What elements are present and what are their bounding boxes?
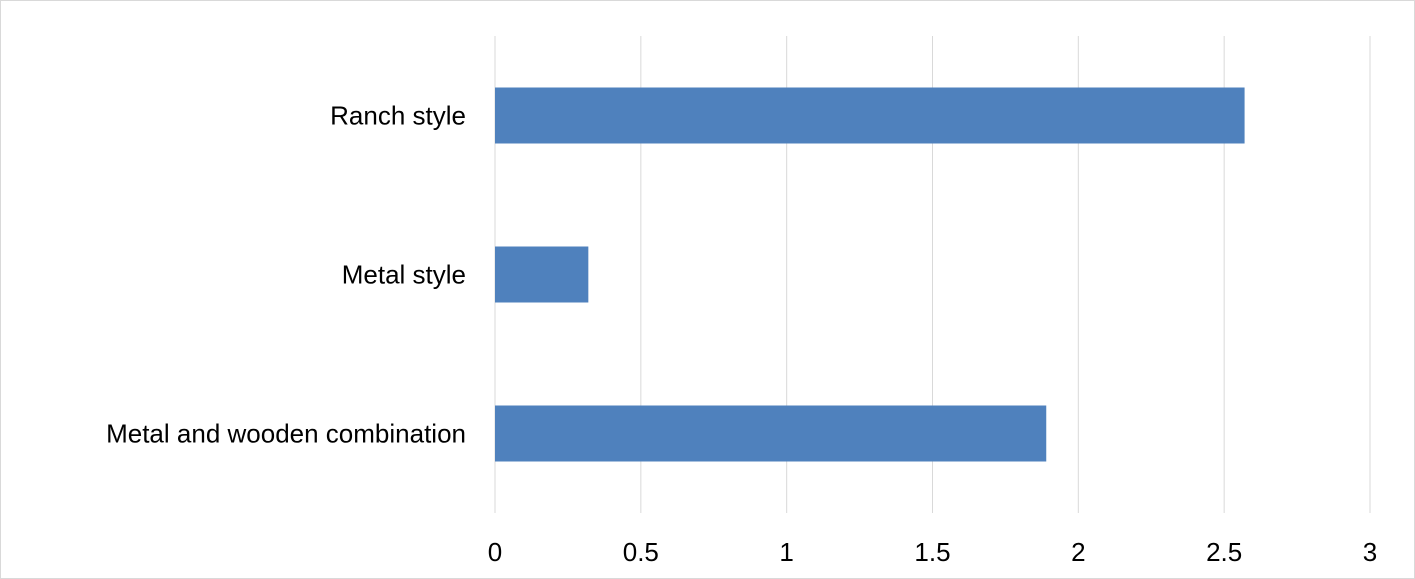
x-tick-label-1: 0.5 — [623, 537, 659, 567]
x-tick-label-0: 0 — [488, 537, 502, 567]
bars — [495, 87, 1245, 462]
category-labels: Ranch style Metal style Metal and wooden c… — [106, 101, 466, 449]
bar-2 — [495, 405, 1047, 462]
x-tick-label-4: 2 — [1071, 537, 1085, 567]
x-tick-label-5: 2.5 — [1206, 537, 1242, 567]
x-tick-label-6: 3 — [1363, 537, 1377, 567]
bar-0 — [495, 87, 1245, 144]
x-tick-label-3: 1.5 — [914, 537, 950, 567]
x-tick-label-2: 1 — [779, 537, 793, 567]
x-tick-labels: 0 0.5 1 1.5 2 2.5 3 — [488, 537, 1377, 567]
category-label-0: Ranch style — [330, 101, 466, 131]
category-label-1: Metal style — [342, 260, 466, 290]
bar-1 — [495, 246, 589, 303]
category-label-2: Metal and wooden combination — [106, 419, 466, 449]
